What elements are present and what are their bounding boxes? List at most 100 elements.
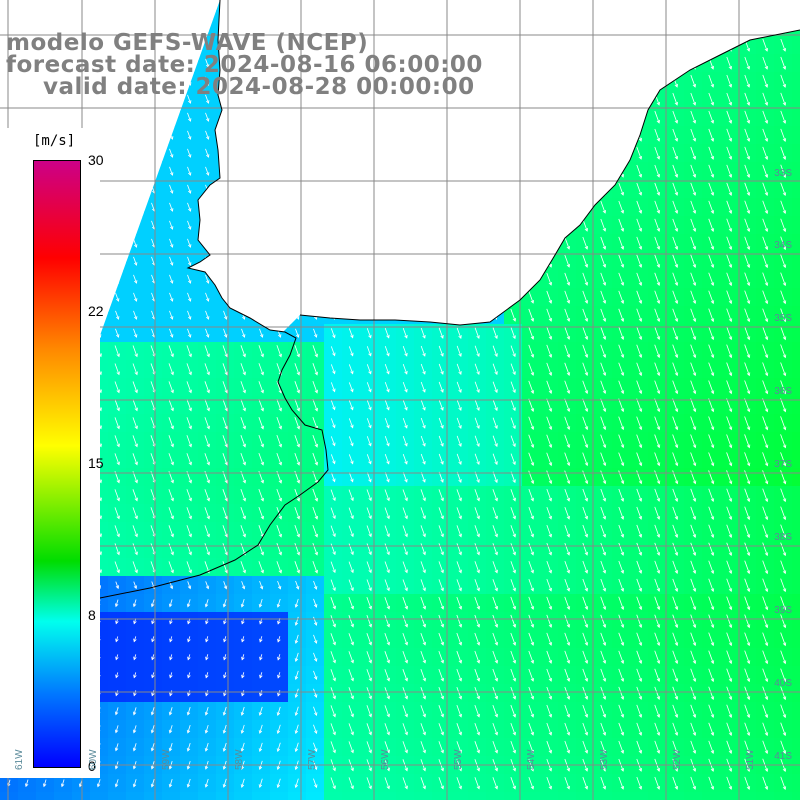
wind-arrow: [241, 328, 246, 338]
wind-arrow: [402, 489, 408, 502]
wind-arrow: [726, 308, 733, 323]
wind-arrow: [205, 328, 210, 338]
wind-arrow: [600, 704, 607, 718]
wind-arrow: [636, 362, 643, 377]
wind-arrow: [744, 578, 751, 593]
wind-arrow: [654, 578, 661, 592]
wind-arrow: [312, 561, 318, 574]
wind-arrow: [258, 778, 263, 789]
wind-arrow: [456, 525, 462, 538]
wind-arrow: [348, 741, 354, 754]
lat-label: 34S: [774, 240, 792, 251]
wind-arrow: [294, 652, 299, 662]
wind-arrow: [205, 654, 209, 661]
wind-arrow: [402, 435, 408, 447]
wind-arrow: [762, 506, 769, 521]
wind-arrow: [205, 112, 210, 122]
wind-arrow: [708, 290, 715, 305]
wind-arrow: [402, 669, 408, 682]
wind-arrow: [114, 743, 119, 752]
wind-arrow: [438, 687, 444, 700]
wind-arrow: [654, 650, 661, 665]
wind-arrow: [133, 690, 137, 697]
wind-arrow: [169, 166, 174, 176]
lat-label: 37S: [774, 459, 792, 470]
wind-arrow: [636, 344, 643, 359]
wind-arrow: [402, 561, 408, 574]
wind-arrow: [402, 723, 408, 736]
wind-arrow: [313, 634, 318, 644]
wind-arrow: [600, 740, 607, 754]
wind-arrow: [313, 724, 318, 735]
wind-arrow: [762, 452, 769, 467]
wind-arrow: [654, 596, 661, 611]
wind-arrow: [205, 166, 210, 176]
wind-arrow: [672, 290, 679, 305]
wind-arrow: [366, 328, 372, 339]
wind-arrow: [690, 560, 697, 574]
wind-arrow: [618, 668, 625, 682]
wind-arrow: [708, 362, 715, 377]
wind-arrow: [726, 56, 733, 70]
wind-arrow: [744, 182, 751, 196]
wind-arrow: [420, 543, 426, 556]
wind-arrow: [618, 560, 625, 574]
wind-arrow: [187, 310, 192, 320]
wind-arrow: [564, 686, 571, 700]
wind-arrow: [780, 614, 787, 629]
wind-arrow: [169, 184, 174, 194]
wind-arrow: [600, 200, 607, 214]
wind-arrow: [150, 599, 155, 608]
wind-arrow: [762, 74, 769, 88]
wind-arrow: [277, 654, 281, 661]
wind-arrow: [366, 436, 372, 447]
wind-arrow: [780, 632, 787, 647]
wind-arrow: [618, 578, 625, 592]
wind-arrow: [204, 489, 210, 502]
wind-arrow: [708, 524, 715, 539]
wind-arrow: [204, 453, 210, 466]
wind-arrow: [312, 434, 319, 448]
wind-arrow: [330, 543, 336, 556]
wind-arrow: [564, 506, 571, 520]
wind-arrow: [402, 687, 408, 700]
wind-arrow: [744, 668, 751, 683]
wind-arrow: [654, 398, 661, 413]
wind-arrow: [690, 596, 697, 611]
wind-arrow: [205, 58, 210, 68]
wind-arrow: [582, 398, 589, 413]
wind-arrow: [528, 777, 534, 790]
wind-arrow: [240, 417, 246, 430]
wind-arrow: [402, 417, 408, 429]
wind-arrow: [348, 418, 354, 429]
wind-arrow: [690, 110, 697, 124]
wind-arrow: [294, 670, 299, 680]
wind-arrow: [438, 543, 444, 556]
wind-arrow: [222, 489, 228, 502]
wind-arrow: [186, 778, 191, 788]
wind-arrow: [276, 561, 282, 574]
wind-arrow: [636, 146, 643, 160]
coastline-west: [0, 0, 329, 616]
wind-arrow: [654, 164, 661, 178]
wind-arrow: [96, 779, 101, 788]
wind-arrow: [636, 200, 643, 214]
wind-arrow: [492, 345, 498, 358]
wind-arrow: [456, 345, 462, 357]
wind-arrow: [546, 650, 553, 664]
wind-arrow: [168, 489, 174, 502]
wind-arrow: [115, 672, 119, 679]
wind-arrow: [564, 578, 571, 592]
wind-arrow: [223, 654, 227, 661]
wind-arrow: [492, 507, 498, 520]
wind-arrow: [240, 742, 245, 752]
wind-arrow: [690, 128, 697, 142]
wind-arrow: [762, 722, 769, 737]
wind-arrow: [690, 704, 697, 718]
wind-arrow: [690, 398, 697, 413]
wind-arrow: [258, 452, 264, 466]
wind-arrow: [438, 777, 444, 790]
wind-arrow: [672, 200, 679, 214]
wind-arrow: [582, 704, 589, 718]
wind-arrow: [636, 722, 643, 736]
